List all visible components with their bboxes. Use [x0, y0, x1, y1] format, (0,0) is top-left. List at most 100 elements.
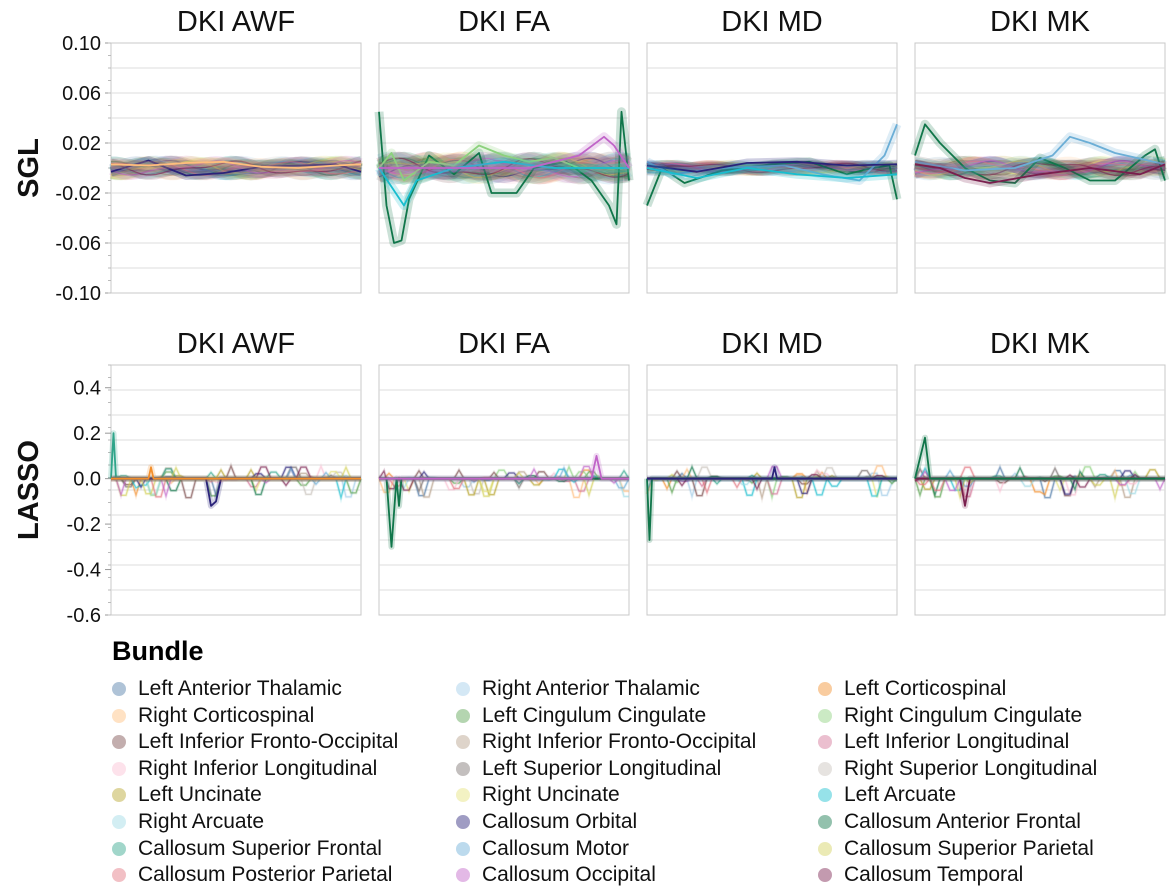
y-tick-label: -0.02: [55, 183, 101, 205]
panel-sgl-1: DKI AWF 0.10 0.06 0.02 -0.02 -0.06 -0.10 SGL: [13, 6, 364, 305]
series-line: [110, 159, 362, 176]
legend-item: Callosum Superior Parietal: [818, 836, 1094, 862]
y-tick-label: -0.06: [55, 233, 101, 255]
panel-title: DKI AWF: [177, 6, 295, 38]
series-line: [111, 160, 362, 176]
highlight-line: [378, 110, 630, 244]
legend-swatch: [112, 841, 126, 856]
y-tick-label: -0.6: [67, 605, 101, 627]
legend-label: Left Cingulum Cingulate: [482, 703, 707, 727]
highlight-line: [646, 477, 897, 541]
legend-item: Left Superior Longitudinal: [456, 756, 721, 782]
series-line: [914, 159, 1166, 176]
y-tick-label: 0.10: [62, 33, 101, 55]
y-tick-label: 0.0: [73, 469, 101, 491]
legend-label: Callosum Posterior Parietal: [138, 863, 393, 887]
legend-title: Bundle: [112, 636, 204, 666]
series-line: [914, 160, 1166, 176]
legend-item: Callosum Motor: [456, 836, 629, 862]
y-tick-label: 0.4: [73, 378, 101, 400]
legend-label: Right Arcuate: [138, 810, 265, 833]
legend-label: Right Inferior Longitudinal: [138, 756, 378, 780]
legend-swatch: [818, 841, 832, 856]
y-axis-label: SGL: [13, 138, 45, 198]
panel-lasso-2: DKI FA: [377, 328, 631, 616]
legend-swatch: [112, 815, 126, 829]
panel-title: DKI MK: [990, 328, 1091, 360]
panel-sgl-3: DKI MD: [642, 6, 902, 294]
legend-item: Right Inferior Longitudinal: [112, 756, 377, 782]
legend-label: Right Corticospinal: [138, 703, 315, 727]
legend-item: Left Cingulum Cingulate: [456, 703, 706, 729]
panel-title: DKI MD: [721, 6, 823, 38]
panel-title: DKI AWF: [177, 328, 295, 360]
legend-swatch: [112, 735, 126, 750]
legend-label: Left Superior Longitudinal: [482, 756, 722, 780]
legend-item: Left Inferior Fronto-Occipital: [112, 729, 398, 755]
y-tick-label: 0.06: [62, 83, 101, 105]
legend-swatch: [456, 788, 470, 803]
legend-item: Left Uncinate: [112, 782, 262, 808]
legend-item: Callosum Temporal: [818, 862, 1023, 888]
highlight-line: [646, 167, 898, 179]
legend-item: Right Uncinate: [456, 782, 620, 808]
panel-lasso-1: DKI AWF 0.4 0.2 0.0 -0.2 -0.4 -0.6 LASSO: [13, 328, 363, 627]
legend-swatch: [456, 735, 470, 750]
y-axis-label: LASSO: [13, 440, 45, 540]
highlight-line: [914, 436, 1165, 480]
legend-label: Left Uncinate: [138, 783, 262, 807]
series-line: [914, 160, 1166, 176]
legend-label: Left Arcuate: [844, 783, 957, 807]
legend-item: Right Inferior Fronto-Occipital: [456, 729, 756, 755]
legend-item: Left Inferior Longitudinal: [818, 729, 1069, 755]
legend-label: Right Anterior Thalamic: [482, 677, 700, 700]
series-line: [646, 162, 897, 173]
highlight-line: [646, 160, 898, 173]
y-tick-label: -0.10: [55, 283, 101, 305]
legend-item: Callosum Superior Frontal: [112, 836, 382, 862]
legend-label: Callosum Superior Frontal: [138, 836, 382, 860]
panel-sgl-4: DKI MK: [910, 6, 1170, 294]
legend-swatch: [456, 815, 470, 829]
legend-label: Left Inferior Fronto-Occipital: [138, 730, 399, 754]
legend-item: Callosum Anterior Frontal: [818, 809, 1081, 835]
panel-title: DKI MD: [721, 328, 823, 360]
highlight-line: [379, 455, 629, 480]
legend-swatch: [112, 708, 126, 723]
y-tick-label: 0.02: [62, 133, 101, 155]
highlight-line: [379, 135, 630, 169]
legend-swatch: [456, 761, 470, 776]
highlight-line: [110, 159, 362, 177]
legend-item: Left Corticospinal: [818, 676, 1006, 702]
panel-title: DKI MK: [990, 6, 1091, 38]
highlight-line: [111, 466, 361, 480]
legend-swatch: [456, 708, 470, 723]
y-tick-label: 0.2: [73, 423, 101, 445]
legend-item: Right Cingulum Cingulate: [818, 703, 1082, 729]
highlight-line: [647, 466, 897, 480]
legend-swatch: [112, 761, 126, 776]
legend-swatch: [112, 788, 126, 803]
series-line: [110, 160, 362, 176]
highlight-line: [110, 160, 362, 169]
legend-label: Left Inferior Longitudinal: [844, 730, 1070, 754]
legend-swatch: [112, 682, 126, 696]
legend-swatch: [456, 841, 470, 856]
legend-item: Callosum Orbital: [456, 809, 637, 835]
legend-item: Left Arcuate: [818, 782, 956, 808]
chart-figure: DKI AWF0.100.060.02-0.02-0.06-0.10SGLDKI…: [13, 6, 1170, 627]
panel-lasso-4: DKI MK: [912, 328, 1167, 616]
legend-item: Callosum Posterior Parietal: [112, 862, 392, 888]
y-tick-label: -0.4: [67, 560, 101, 582]
legend-item: Left Anterior Thalamic: [112, 676, 342, 702]
legend-label: Callosum Occipital: [482, 863, 656, 887]
legend-swatch: [818, 761, 832, 776]
panel-title: DKI FA: [458, 6, 551, 38]
legend-label: Left Corticospinal: [844, 677, 1007, 700]
highlight-line: [914, 135, 1166, 172]
panel-sgl-2: DKI FA: [374, 6, 634, 294]
legend-label: Right Uncinate: [482, 783, 620, 807]
series-line: [378, 157, 630, 178]
legend-label: Right Inferior Fronto-Occipital: [482, 730, 757, 754]
highlight-line: [646, 160, 898, 206]
